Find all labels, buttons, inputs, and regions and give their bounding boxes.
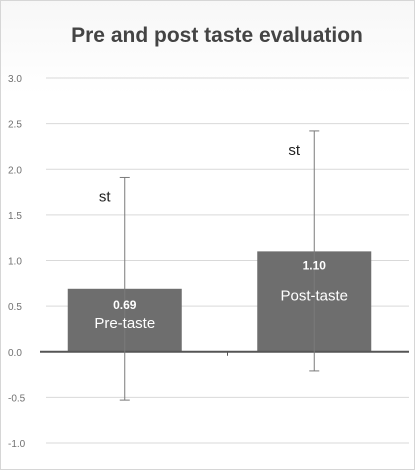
bar-value-label: 0.69 [113,298,137,312]
x-axis [40,350,409,356]
y-tick-label: 3.0 [8,74,22,85]
y-tick-label: -1.0 [8,439,26,450]
data-labels: 0.69 Pre-taste st 1.10 Post-taste st [94,142,348,332]
y-tick-label: 1.5 [8,211,22,222]
y-tick-label: 2.5 [8,120,22,131]
error-bars [119,130,320,401]
category-label: Post-taste [280,287,348,304]
significance-annotation: st [99,188,112,205]
category-label: Pre-taste [94,315,155,332]
y-tick-label: 2.0 [8,165,22,176]
bar-value-label: 1.10 [303,258,327,272]
y-tick-label: 0.0 [8,348,22,359]
chart-title: Pre and post taste evaluation [71,24,363,47]
y-axis-tick-labels: 3.0 2.5 2.0 1.5 1.0 0.5 0.0 -0.5 -1.0 [8,74,26,450]
significance-annotation: st [288,142,301,159]
y-tick-label: -0.5 [8,393,26,404]
y-tick-label: 1.0 [8,257,22,268]
y-tick-label: 0.5 [8,302,22,313]
